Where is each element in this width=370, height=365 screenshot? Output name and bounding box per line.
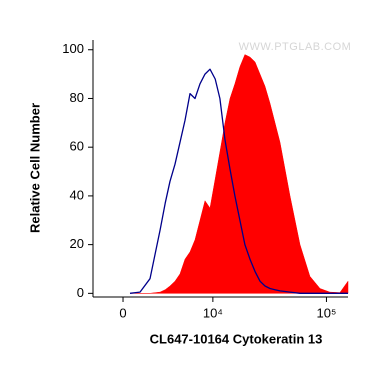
y-axis-title: Relative Cell Number (27, 103, 42, 233)
y-tick-label: 80 (70, 90, 84, 105)
watermark: WWW.PTGLAB.COM (239, 41, 352, 53)
x-tick-label: 0 (119, 305, 126, 320)
x-tick-label: 10⁴ (203, 305, 223, 320)
y-tick-label: 0 (77, 285, 84, 300)
histogram-area (129, 54, 349, 294)
x-axis-title: CL647-10164 Cytokeratin 13 (150, 331, 323, 346)
y-tick-label: 100 (62, 41, 84, 56)
y-tick-label: 20 (70, 236, 84, 251)
y-tick-label: 60 (70, 139, 84, 154)
histogram-line (129, 68, 348, 294)
y-tick-label: 40 (70, 187, 84, 202)
x-tick-label: 10⁵ (317, 305, 337, 320)
